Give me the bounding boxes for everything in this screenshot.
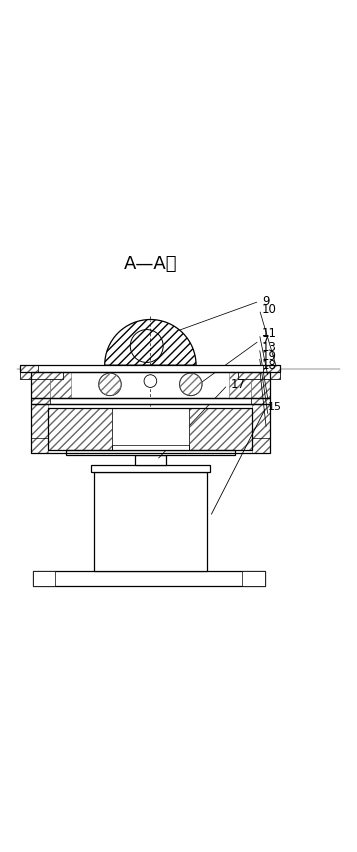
Text: 18: 18 bbox=[262, 359, 277, 372]
Bar bbox=[94, 472, 207, 571]
Text: 15: 15 bbox=[268, 401, 282, 412]
Bar bbox=[135, 455, 141, 465]
Bar bbox=[32, 571, 265, 585]
Text: 10: 10 bbox=[262, 302, 277, 316]
Bar bbox=[112, 445, 135, 450]
Bar bbox=[263, 366, 280, 372]
Text: 7: 7 bbox=[262, 334, 270, 347]
Bar bbox=[160, 455, 166, 465]
Text: 9: 9 bbox=[262, 295, 270, 308]
Bar bbox=[20, 372, 62, 378]
Bar bbox=[20, 366, 280, 372]
Bar bbox=[166, 445, 189, 450]
Bar bbox=[31, 398, 270, 404]
Wedge shape bbox=[105, 320, 196, 366]
Bar bbox=[238, 372, 280, 378]
Bar bbox=[135, 455, 166, 465]
Bar bbox=[112, 408, 189, 450]
Bar bbox=[91, 465, 210, 472]
Bar bbox=[20, 372, 62, 378]
Bar bbox=[31, 404, 49, 453]
Bar bbox=[49, 408, 252, 450]
Circle shape bbox=[99, 373, 121, 395]
Bar bbox=[31, 372, 50, 398]
Circle shape bbox=[130, 330, 163, 362]
Circle shape bbox=[144, 375, 157, 388]
Bar bbox=[112, 445, 189, 450]
Bar bbox=[49, 408, 112, 450]
Bar bbox=[66, 450, 235, 455]
Bar bbox=[31, 404, 270, 453]
Bar bbox=[251, 372, 270, 398]
Bar bbox=[242, 571, 265, 585]
Bar bbox=[251, 398, 270, 404]
Bar bbox=[50, 372, 71, 398]
Bar bbox=[230, 372, 251, 398]
Bar bbox=[20, 366, 38, 372]
Bar bbox=[238, 372, 280, 378]
Bar bbox=[38, 366, 263, 372]
Circle shape bbox=[180, 373, 202, 395]
Text: 17: 17 bbox=[231, 378, 246, 391]
Bar bbox=[252, 404, 270, 453]
Text: A—A向: A—A向 bbox=[124, 256, 177, 273]
Text: 19: 19 bbox=[262, 350, 277, 363]
Bar bbox=[31, 372, 270, 398]
Bar bbox=[189, 408, 252, 450]
Bar bbox=[50, 398, 251, 404]
Bar bbox=[32, 571, 55, 585]
Bar bbox=[31, 398, 50, 404]
Text: 11: 11 bbox=[262, 327, 277, 341]
Text: 13: 13 bbox=[262, 342, 277, 354]
